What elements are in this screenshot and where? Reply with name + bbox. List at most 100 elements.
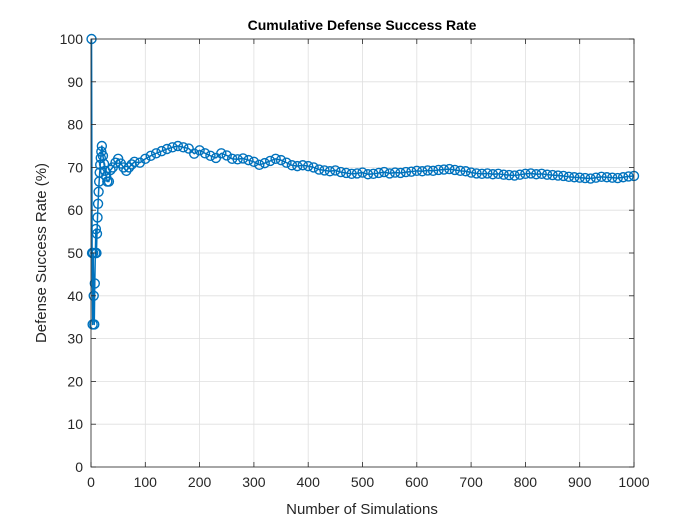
data-point xyxy=(503,169,515,181)
data-point xyxy=(547,169,558,181)
data-point xyxy=(105,164,116,176)
data-point xyxy=(92,212,103,223)
data-point xyxy=(286,160,298,171)
data-point xyxy=(531,169,542,180)
data-point xyxy=(89,278,101,289)
data-point xyxy=(444,163,455,175)
axis-ticks: 0 100 200 300 400 500 600 700 800 900 1000 0 10 20 30 4… xyxy=(60,31,650,490)
data-point xyxy=(308,162,319,173)
data-point xyxy=(98,158,110,170)
y-tick-label: 0 xyxy=(75,459,83,475)
data-point xyxy=(194,145,205,156)
data-point xyxy=(330,165,341,176)
data-point xyxy=(493,168,504,180)
data-point xyxy=(373,167,384,179)
data-point xyxy=(601,172,613,183)
data-point xyxy=(400,166,412,178)
data-point xyxy=(292,160,303,172)
y-tick-label: 30 xyxy=(67,331,83,347)
x-tick-label: 600 xyxy=(405,474,429,490)
data-point xyxy=(92,198,104,209)
data-point xyxy=(623,171,634,182)
data-point xyxy=(525,168,537,179)
data-point xyxy=(368,168,379,180)
data-point xyxy=(552,170,564,181)
data-point xyxy=(509,170,520,181)
x-tick-label: 800 xyxy=(514,474,538,490)
data-point xyxy=(95,152,106,164)
data-point xyxy=(205,150,216,162)
data-point xyxy=(357,167,368,178)
data-point xyxy=(93,186,104,197)
data-point xyxy=(88,290,99,301)
data-point xyxy=(281,157,292,168)
data-point xyxy=(514,169,526,180)
x-tick-label: 0 xyxy=(87,474,95,490)
data-point xyxy=(121,165,132,177)
data-point xyxy=(476,168,488,180)
data-point xyxy=(487,169,499,180)
data-point xyxy=(297,160,308,171)
x-tick-label: 700 xyxy=(459,474,483,490)
data-point xyxy=(161,143,173,155)
data-point xyxy=(427,165,439,177)
data-point xyxy=(248,156,260,168)
data-point xyxy=(89,319,100,330)
data-point xyxy=(199,148,211,159)
data-point xyxy=(482,168,493,179)
data-point xyxy=(270,153,281,165)
data-point xyxy=(438,164,450,175)
data-point xyxy=(471,168,482,179)
data-point xyxy=(156,145,167,157)
x-tick-label: 500 xyxy=(351,474,375,490)
data-point xyxy=(221,150,232,161)
data-point xyxy=(422,165,433,176)
data-point xyxy=(264,155,276,167)
chart-title: Cumulative Defense Success Rate xyxy=(248,17,477,33)
data-point xyxy=(150,148,162,159)
data-point xyxy=(389,167,401,178)
data-point xyxy=(563,171,575,183)
data-point xyxy=(579,172,591,184)
data-point xyxy=(455,165,466,177)
data-point xyxy=(188,148,200,159)
data-point xyxy=(324,166,336,177)
data-point xyxy=(362,169,374,180)
data-point xyxy=(590,172,602,183)
x-axis-label: Number of Simulations xyxy=(286,501,438,518)
data-point xyxy=(243,154,254,166)
data-point xyxy=(97,150,109,162)
x-tick-label: 400 xyxy=(297,474,321,490)
data-point xyxy=(91,228,103,239)
data-point xyxy=(319,165,330,176)
data-point xyxy=(449,164,461,176)
y-tick-label: 20 xyxy=(67,373,83,389)
data-point xyxy=(536,168,547,180)
data-point xyxy=(123,162,135,173)
y-tick-label: 70 xyxy=(67,159,83,175)
data-point xyxy=(232,154,243,165)
data-point xyxy=(183,143,194,154)
x-tick-label: 300 xyxy=(242,474,266,490)
data-point xyxy=(585,173,596,184)
series-layer xyxy=(86,33,640,330)
y-axis-label: Defense Success Rate (%) xyxy=(33,163,50,343)
data-point xyxy=(341,167,352,179)
data-point xyxy=(460,166,471,177)
data-point xyxy=(569,172,580,183)
y-tick-label: 50 xyxy=(67,245,83,261)
data-point xyxy=(465,167,477,178)
data-point xyxy=(498,169,509,180)
y-tick-label: 90 xyxy=(67,74,83,90)
data-point xyxy=(607,172,618,183)
data-point xyxy=(172,140,184,152)
x-tick-label: 100 xyxy=(134,474,158,490)
data-point xyxy=(129,156,140,168)
data-point xyxy=(558,170,569,182)
data-point xyxy=(145,150,156,162)
data-point xyxy=(226,153,238,165)
data-point xyxy=(612,172,623,184)
data-point xyxy=(541,169,553,180)
x-tick-label: 900 xyxy=(568,474,592,490)
